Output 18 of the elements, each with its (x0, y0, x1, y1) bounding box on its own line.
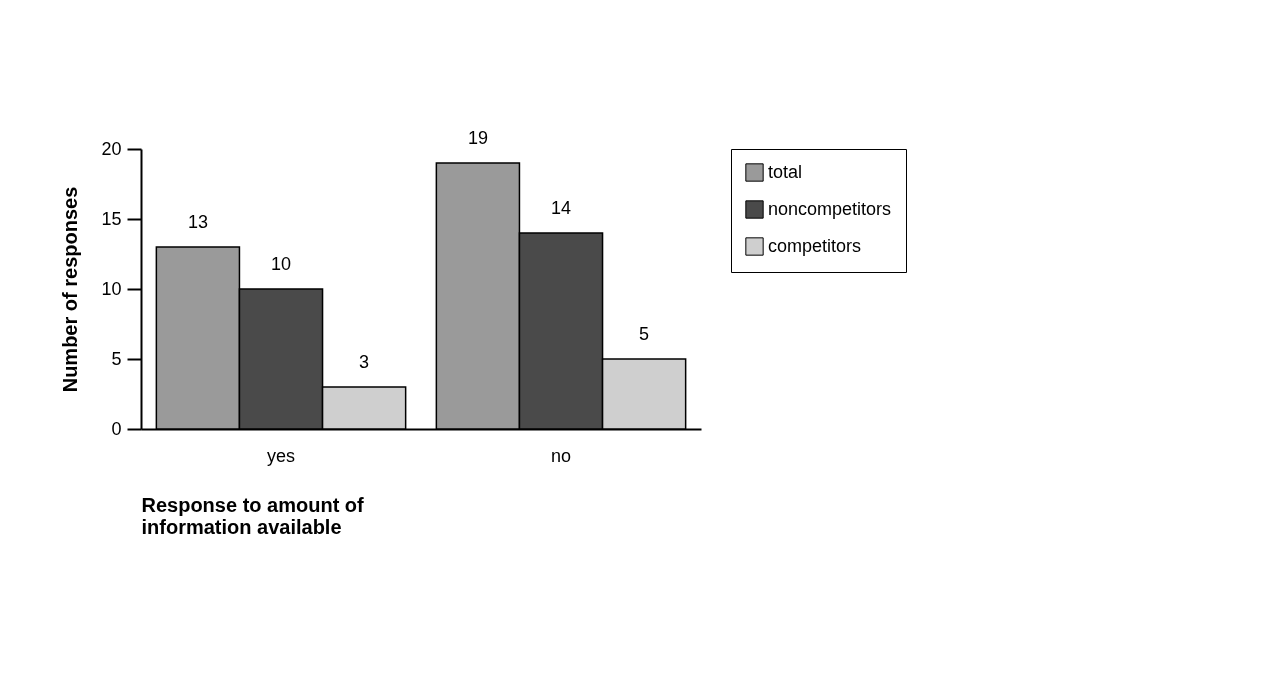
data-label: 13 (187, 212, 208, 232)
x-tick-label: no (550, 445, 572, 466)
y-tick-label: 0 (111, 418, 122, 439)
x-axis-title: Response to amount of information available (141, 493, 365, 538)
y-tick-label: 20 (101, 138, 122, 159)
y-tick-label: 10 (101, 278, 122, 299)
data-label: 3 (359, 352, 370, 372)
legend-label: competitors (768, 235, 862, 256)
data-label: 14 (550, 198, 572, 218)
data-label: 5 (639, 324, 650, 344)
y-axis-title: Number of responses (59, 186, 82, 393)
legend-label: noncompetitors (768, 198, 892, 219)
legend-label: total (768, 161, 803, 182)
y-tick-label: 5 (111, 348, 122, 369)
data-label: 19 (467, 128, 488, 148)
x-tick-label: yes (266, 445, 296, 466)
data-label: 10 (270, 254, 292, 274)
y-tick-label: 15 (101, 208, 122, 229)
